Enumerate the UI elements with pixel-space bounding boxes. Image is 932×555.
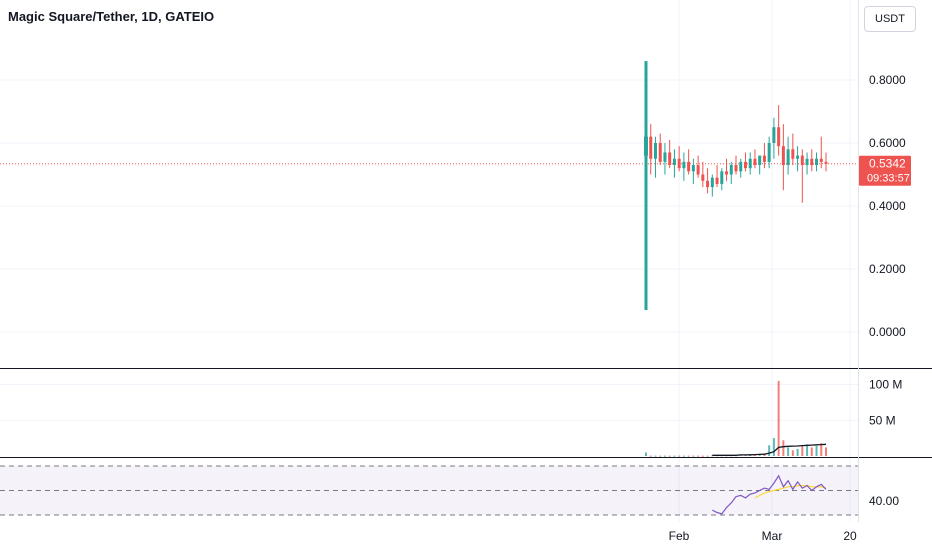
candle-body[interactable] [672, 158, 676, 166]
candle-body[interactable] [691, 165, 695, 172]
volume-bar [806, 444, 809, 456]
volume-bar [787, 447, 790, 456]
price-tick-label: 0.4000 [869, 199, 906, 213]
volume-bar [825, 447, 827, 456]
volume-bar [659, 455, 662, 457]
volume-bar [678, 455, 681, 457]
volume-ma-line [712, 443, 827, 456]
time-tick-label: Mar [762, 529, 783, 543]
candle-body[interactable] [753, 158, 757, 166]
candle-body[interactable] [786, 149, 790, 166]
candle-body[interactable] [729, 165, 733, 175]
candle-body[interactable] [644, 136, 648, 156]
volume-bar [810, 447, 813, 456]
volume-bar [801, 445, 804, 456]
volume-bar [763, 453, 766, 456]
volume-bar [706, 455, 709, 457]
volume-bar [753, 454, 756, 456]
candle-body[interactable] [791, 149, 795, 159]
volume-bar [654, 455, 657, 457]
volume-bar [697, 455, 700, 457]
candle-body[interactable] [772, 127, 776, 143]
candle-body[interactable] [734, 165, 738, 172]
volume-bar [777, 380, 780, 456]
candle-body[interactable] [720, 171, 724, 184]
candle-body[interactable] [710, 177, 714, 188]
candle-body[interactable] [653, 143, 657, 159]
volume-bar [673, 455, 676, 457]
volume-bar [782, 440, 785, 456]
candle-body[interactable] [824, 161, 828, 164]
candle-body[interactable] [739, 161, 743, 172]
candle-body[interactable] [758, 155, 762, 166]
currency-button[interactable]: USDT [864, 6, 916, 32]
rsi-line [712, 474, 827, 515]
volume-bar [772, 438, 775, 456]
volume-bar [645, 452, 647, 456]
price-tick-label: 0.6000 [869, 136, 906, 150]
volume-tick-label: 100 M [869, 378, 902, 392]
candle-body[interactable] [796, 155, 800, 159]
candle-body[interactable] [687, 161, 691, 172]
candle-body[interactable] [668, 152, 672, 166]
candle-body[interactable] [715, 177, 719, 184]
volume-bar [682, 455, 685, 457]
last-price-badge [859, 155, 911, 186]
candle-body[interactable] [701, 174, 705, 181]
time-tick-label: Feb [669, 529, 690, 543]
candle-body[interactable] [696, 165, 700, 175]
last-price-label: 0.5342 [869, 157, 906, 171]
candle-body[interactable] [805, 158, 809, 166]
candle-body[interactable] [748, 158, 752, 169]
chart-title: Magic Square/Tether, 1D, GATEIO [8, 9, 215, 24]
candle-body[interactable] [777, 127, 781, 147]
time-tick-label: 20 [843, 529, 857, 543]
rsi-ma-line [754, 485, 827, 499]
candle-body[interactable] [819, 158, 823, 162]
volume-bar [649, 455, 652, 457]
volume-bar [820, 443, 823, 456]
candle-body[interactable] [815, 158, 819, 166]
candle-body[interactable] [800, 155, 804, 166]
candle-body[interactable] [649, 136, 653, 159]
volume-bar [668, 455, 671, 457]
rsi-tick-label: 40.00 [869, 494, 899, 508]
candle-body[interactable] [663, 152, 667, 162]
price-tick-label: 0.0000 [869, 325, 906, 339]
candle-body[interactable] [677, 158, 681, 169]
candle-body[interactable] [682, 161, 686, 169]
countdown-label: 09:33:57 [867, 173, 910, 185]
candle-body[interactable] [810, 158, 814, 166]
candle-body[interactable] [658, 143, 662, 162]
volume-bar [663, 455, 666, 457]
candle-body[interactable] [743, 161, 747, 169]
volume-bar [768, 445, 771, 456]
volume-bar [815, 445, 818, 456]
candle-body[interactable] [762, 155, 766, 162]
candle-body[interactable] [781, 146, 785, 166]
candle-body[interactable] [725, 171, 729, 175]
price-tick-label: 0.2000 [869, 262, 906, 276]
volume-bar [796, 448, 799, 456]
candle-body[interactable] [706, 180, 710, 188]
volume-bar [692, 455, 695, 457]
volume-tick-label: 50 M [869, 413, 896, 427]
volume-bar [701, 455, 704, 457]
price-tick-label: 0.8000 [869, 73, 906, 87]
candle-body[interactable] [767, 143, 771, 162]
volume-bar [791, 450, 794, 456]
volume-bar [687, 455, 690, 457]
